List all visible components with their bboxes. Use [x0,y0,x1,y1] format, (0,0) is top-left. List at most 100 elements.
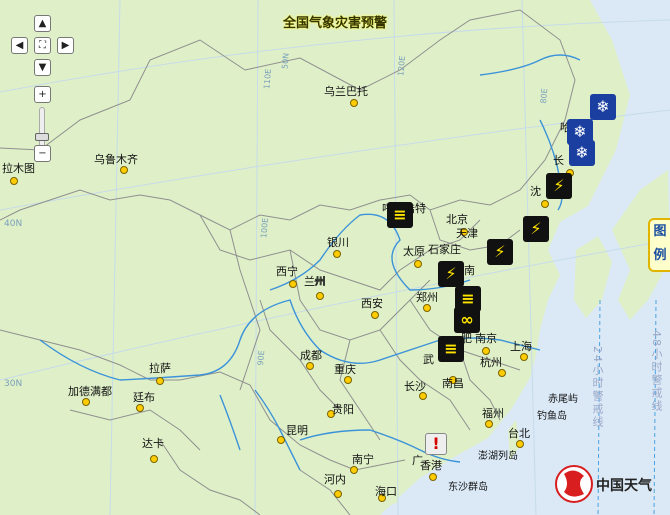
city-label: 石家庄 [428,243,461,256]
city-dot [350,99,358,107]
city-label: 长 [553,154,564,167]
city-label: 台北 [508,427,530,440]
city-dot [289,280,297,288]
grid-label-40n: 40N [4,219,23,229]
zoom-in-button[interactable]: + [34,86,51,103]
grid-label-120e: 120E [396,55,408,77]
warning-line-48-label: 48小时警戒线 [650,330,663,413]
city-label: 河内 [324,473,346,486]
city-label: 乌兰巴托 [324,85,368,98]
city-label: 兰州 [304,275,326,288]
thunder-warning-icon[interactable]: ⚡ [523,216,549,242]
city-label: 西安 [361,297,383,310]
city-dot [344,376,352,384]
logo-text: 中国天气 [596,477,652,494]
city-label: 南宁 [352,453,374,466]
pan-up-button[interactable]: ▲ [34,15,51,32]
city-label: 乌鲁木齐 [94,153,138,166]
city-dot [350,466,358,474]
city-label: 银川 [327,236,349,249]
city-dot [333,250,341,258]
city-dot [423,304,431,312]
city-dot [419,392,427,400]
city-dot [277,436,285,444]
island-label: 钓鱼岛 [537,411,567,422]
city-dot [334,490,342,498]
city-dot [82,398,90,406]
city-label: 杭州 [480,356,502,369]
island-label: 东沙群岛 [448,482,488,493]
city-label: 武 [423,353,434,366]
city-label: 达卡 [142,437,164,450]
fog-warning-icon[interactable]: ≡ [387,202,413,228]
city-dot [516,440,524,448]
city-label: 郑州 [416,291,438,304]
alert-warning-icon[interactable]: ! [425,433,447,455]
grid-label-50n: 50N [280,52,291,70]
city-label: 太原 [403,245,425,258]
city-dot [541,200,549,208]
zoom-slider-track[interactable] [39,107,45,147]
city-label: 南京 [475,332,497,345]
haze-warning-icon[interactable]: ∞ [454,307,480,333]
city-dot [498,369,506,377]
city-dot [449,376,457,384]
warning-line-24-label: 24小时警戒线 [591,346,604,429]
grid-label-30n: 30N [4,379,23,389]
city-dot [327,410,335,418]
grid-label-110e: 110E [262,68,274,90]
city-label: 廷布 [133,391,155,404]
city-label: 天津 [456,227,478,240]
island-label: 赤尾屿 [548,394,578,405]
city-dot [482,347,490,355]
center-map-button[interactable]: ⛶ [34,37,51,54]
city-label: 香港 [420,459,442,472]
city-dot [156,377,164,385]
city-dot [429,473,437,481]
map-title: 全国气象灾害预警 [282,16,387,31]
city-label: 拉木图 [2,162,35,175]
city-label: 海口 [375,485,397,498]
city-dot [136,404,144,412]
city-dot [460,228,468,236]
fog-warning-icon[interactable]: ≡ [438,336,464,362]
city-label: 南 [464,264,475,277]
grid-label-80e: 80E [538,87,550,104]
city-dot [378,494,386,502]
blizzard-warning-icon[interactable]: ❄ [569,140,595,166]
city-label: 拉萨 [149,362,171,375]
city-label: 成都 [300,349,322,362]
zoom-out-button[interactable]: − [34,145,51,162]
city-label: 南昌 [442,377,464,390]
city-dot [150,455,158,463]
city-label: 加德满都 [68,385,112,398]
thunder-warning-icon[interactable]: ⚡ [546,173,572,199]
city-label: 广 [412,454,423,467]
city-label: 沈 [530,185,541,198]
city-label: 贵阳 [332,403,354,416]
city-dot [520,353,528,361]
city-dot [371,311,379,319]
city-label: 州 [314,275,325,288]
city-label: 昆明 [286,424,308,437]
thunder-warning-icon[interactable]: ⚡ [487,239,513,265]
thunder-warning-icon[interactable]: ⚡ [438,261,464,287]
city-label: 上海 [510,340,532,353]
pan-down-button[interactable]: ▼ [34,59,51,76]
city-dot [414,260,422,268]
zoom-slider-knob[interactable] [35,133,49,141]
legend-tab[interactable]: 图例 [648,218,670,272]
city-label: 重庆 [334,363,356,376]
city-label: 西宁 [276,265,298,278]
blizzard-warning-icon[interactable]: ❄ [590,94,616,120]
city-dot [120,166,128,174]
pan-left-button[interactable]: ◀ [11,37,28,54]
grid-label-100e: 100E [259,217,271,239]
pan-right-button[interactable]: ▶ [57,37,74,54]
borders [0,9,576,515]
city-label: 长沙 [404,380,426,393]
city-label: 福州 [482,407,504,420]
city-label: 肥 [461,332,472,345]
